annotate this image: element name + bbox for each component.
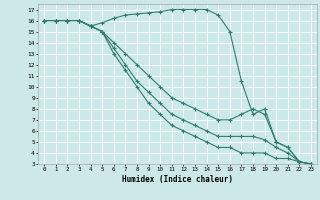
X-axis label: Humidex (Indice chaleur): Humidex (Indice chaleur)	[122, 175, 233, 184]
